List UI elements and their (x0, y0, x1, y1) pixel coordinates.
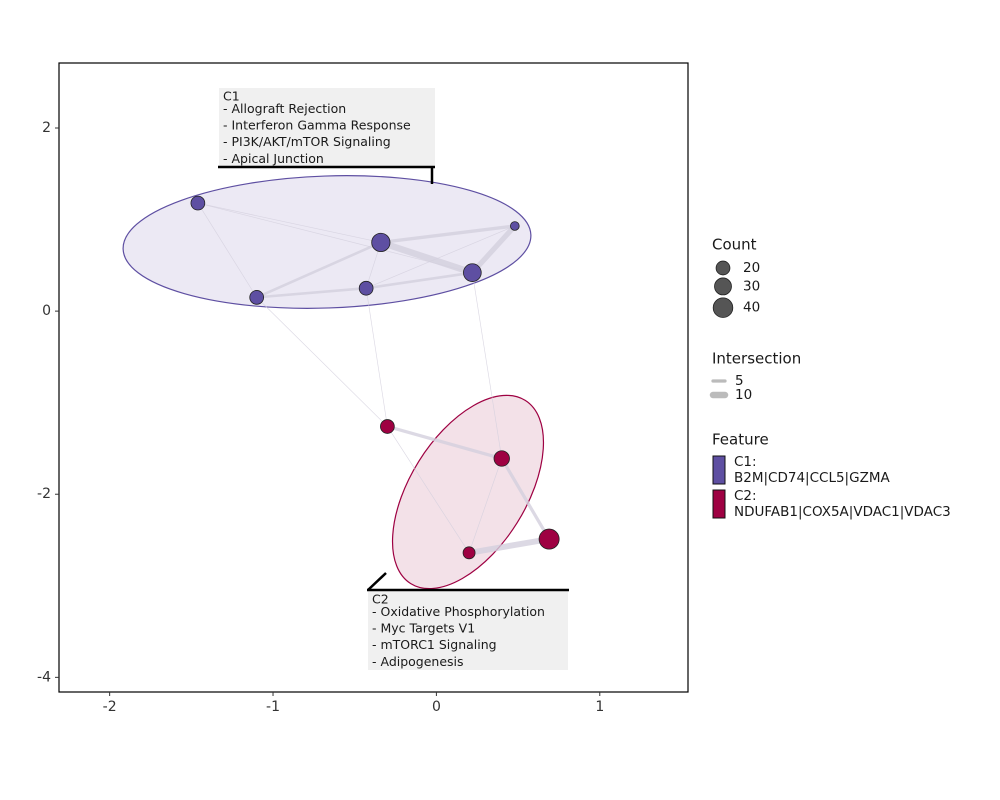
annotation-title: C1 (223, 89, 240, 104)
annotation-term: - PI3K/AKT/mTOR Signaling (223, 134, 391, 149)
legend-label: 10 (735, 387, 752, 403)
edge (197, 202, 258, 298)
annotation-term: - Apical Junction (223, 151, 324, 166)
annotation-leader (367, 572, 387, 591)
nodes (190, 195, 560, 560)
legend-size (714, 277, 732, 296)
annotation-box (219, 88, 435, 167)
node (463, 263, 482, 282)
edge (472, 272, 503, 459)
x-tick-label: -2 (103, 699, 117, 715)
panel-border (58, 62, 689, 693)
edge (197, 202, 473, 273)
legend-title: Count (712, 236, 757, 254)
edge (469, 223, 518, 276)
node (538, 528, 560, 550)
edge (365, 287, 388, 427)
legend-key (712, 489, 726, 519)
annotation-term: - Myc Targets V1 (372, 621, 475, 636)
legend-label: 30 (743, 278, 760, 294)
legend-title: Feature (712, 431, 769, 449)
legend-key (712, 455, 726, 485)
annotation-box (368, 590, 568, 670)
annotation-term: - Oxidative Phosphorylation (372, 604, 545, 619)
edge (500, 456, 551, 541)
legend: Count 20 30 40 Intersection 510 Feature C1:B2M|… (709, 236, 951, 520)
legend-label: NDUFAB1|COX5A|VDAC1|VDAC3 (734, 504, 951, 520)
legend-label: 20 (743, 260, 760, 276)
edge (387, 426, 470, 554)
node (493, 450, 510, 467)
node (249, 290, 265, 305)
legend-label: 5 (735, 373, 744, 389)
edge (365, 225, 516, 289)
annotation-term: - Adipogenesis (372, 654, 464, 669)
node (380, 419, 395, 434)
y-tick-label: -2 (37, 486, 51, 502)
edge (468, 458, 503, 554)
node (358, 280, 374, 296)
node (371, 232, 391, 253)
legend-label: B2M|CD74|CCL5|GZMA (734, 470, 890, 486)
x-tick-label: 0 (432, 699, 441, 715)
node (462, 546, 476, 560)
annotation-term: - mTORC1 Signaling (372, 637, 497, 652)
x-tick-label: 1 (595, 699, 604, 715)
edge (385, 424, 504, 461)
edge (255, 241, 383, 299)
annotation-title: C2 (372, 592, 389, 607)
edge (256, 297, 388, 427)
legend-size (715, 260, 731, 276)
node (510, 221, 520, 231)
legend-title: Intersection (712, 350, 801, 368)
edge (197, 202, 382, 243)
annotation-term: - Interferon Gamma Response (223, 118, 411, 133)
legend-label: C1: (734, 454, 757, 470)
edge (255, 286, 368, 299)
edge (364, 271, 474, 290)
annotation-term: - Allograft Rejection (223, 101, 346, 116)
y-tick-label: 0 (42, 303, 51, 319)
y-tick-label: -4 (37, 669, 51, 685)
node (190, 195, 206, 211)
edge (466, 536, 553, 556)
y-tick-label: 2 (42, 120, 51, 136)
edges (197, 202, 553, 556)
cluster-hull (391, 394, 545, 590)
legend-label: C2: (734, 488, 757, 504)
legend-size (712, 297, 734, 318)
edge (379, 224, 517, 245)
edge (377, 239, 476, 276)
legend-label: 40 (743, 300, 760, 316)
annotations: C1- Allograft Rejection - Interferon Gamm… (218, 88, 569, 670)
x-tick-label: -1 (266, 699, 280, 715)
